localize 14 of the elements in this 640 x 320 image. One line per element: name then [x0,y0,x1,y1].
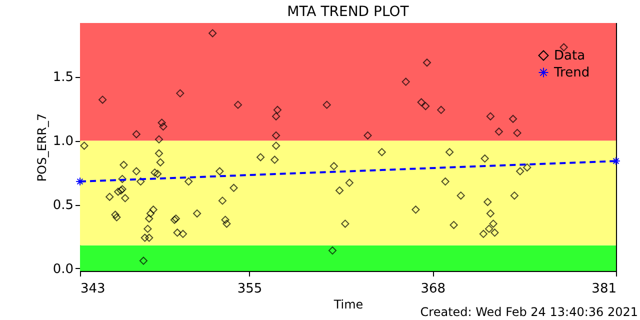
y-tick-label: 1.5 [52,70,74,86]
text: Created: Wed Feb 24 13:40:36 2021 [420,305,638,319]
y-tick-label: 1.0 [52,134,74,150]
x-axis-title: Time [332,298,364,312]
x-tick-label: 368 [420,282,446,296]
legend-label: Trend [553,66,590,80]
y-tick-label: 0.0 [52,262,74,277]
y-axis-title: POS_ERR_7 [34,113,49,182]
x-tick-label: 343 [80,282,106,296]
x-tick-label: 355 [237,282,262,296]
legend-label: Data [554,48,586,64]
chart-title: MTA TREND PLOT [287,4,410,20]
x-tick-label: 381 [592,282,616,296]
y-tick-label: 0.5 [52,198,74,214]
